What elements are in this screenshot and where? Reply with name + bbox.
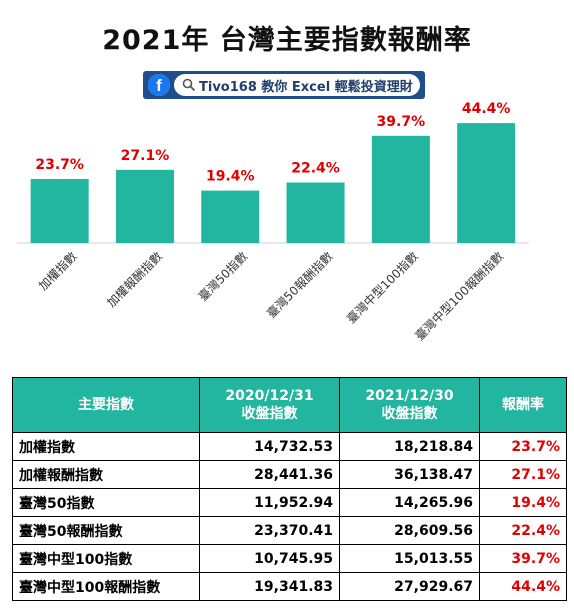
cell-return: 39.7%	[479, 544, 567, 573]
cell-return: 22.4%	[479, 516, 567, 545]
cell-index-name: 加權指數	[12, 432, 200, 461]
facebook-icon[interactable]: f	[148, 74, 170, 96]
cell-close-2021: 27,929.67	[339, 572, 480, 601]
x-tick-label: 加權指數	[35, 249, 80, 294]
table-row: 臺灣中型100指數 10,745.95 15,013.55 39.7%	[12, 544, 567, 573]
cell-return: 44.4%	[479, 572, 567, 601]
bar	[286, 182, 345, 243]
data-label: 39.7%	[377, 114, 426, 130]
cell-index-name: 臺灣中型100指數	[12, 544, 200, 573]
cell-return: 19.4%	[479, 488, 567, 517]
col-header-close-2021: 2021/12/30 收盤指數	[339, 377, 480, 433]
x-tick-label: 臺灣50指數	[195, 249, 250, 304]
cell-index-name: 加權報酬指數	[12, 460, 200, 489]
cell-close-2021: 18,218.84	[339, 432, 480, 461]
cell-return: 27.1%	[479, 460, 567, 489]
cell-close-2020: 23,370.41	[199, 516, 340, 545]
cell-close-2021: 15,013.55	[339, 544, 480, 573]
banner-text: Tivo168 教你 Excel 輕鬆投資理財	[199, 80, 413, 95]
bar-chart: 23.7% 加權指數 27.1% 加權報酬指數 19.4% 臺灣50指數 22.4% 臺灣50…	[17, 101, 529, 344]
x-tick-label: 臺灣中型100指數	[343, 249, 421, 327]
bar	[457, 123, 516, 243]
bar	[371, 135, 430, 243]
col-header-close-2020: 2020/12/31 收盤指數	[199, 377, 340, 433]
data-label: 22.4%	[291, 161, 340, 177]
table-row: 臺灣中型100報酬指數 19,341.83 27,929.67 44.4%	[12, 572, 567, 601]
data-label: 19.4%	[206, 169, 255, 185]
bar	[115, 169, 174, 243]
index-return-table: 主要指數 2020/12/31 收盤指數 2021/12/30 收盤指數 報酬率 加…	[12, 377, 567, 601]
table-row: 臺灣50指數 11,952.94 14,265.96 19.4%	[12, 488, 567, 517]
page-title: 2021年 台灣主要指數報酬率	[102, 25, 472, 56]
bar	[201, 190, 260, 243]
cell-close-2021: 28,609.56	[339, 516, 480, 545]
cell-index-name: 臺灣中型100報酬指數	[12, 572, 200, 601]
table-row: 加權報酬指數 28,441.36 36,138.47 27.1%	[12, 460, 567, 489]
x-tick-label: 臺灣50報酬指數	[263, 249, 335, 321]
cell-return: 23.7%	[479, 432, 567, 461]
cell-close-2020: 10,745.95	[199, 544, 340, 573]
cell-close-2020: 11,952.94	[199, 488, 340, 517]
cell-close-2020: 28,441.36	[199, 460, 340, 489]
cell-close-2020: 19,341.83	[199, 572, 340, 601]
col-header-return: 報酬率	[479, 377, 567, 433]
data-label: 44.4%	[462, 101, 511, 117]
table-row: 臺灣50報酬指數 23,370.41 28,609.56 22.4%	[12, 516, 567, 545]
cell-close-2020: 14,732.53	[199, 432, 340, 461]
cell-index-name: 臺灣50指數	[12, 488, 200, 517]
col-header-index: 主要指數	[12, 377, 200, 433]
cell-close-2021: 36,138.47	[339, 460, 480, 489]
cell-close-2021: 14,265.96	[339, 488, 480, 517]
bar	[30, 179, 89, 243]
table-header-row: 主要指數 2020/12/31 收盤指數 2021/12/30 收盤指數 報酬率	[12, 377, 567, 433]
search-pill[interactable]: Tivo168 教你 Excel 輕鬆投資理財	[174, 74, 420, 96]
data-label: 23.7%	[35, 157, 84, 173]
x-tick-label: 加權報酬指數	[104, 249, 166, 311]
data-label: 27.1%	[121, 148, 170, 164]
cell-index-name: 臺灣50報酬指數	[12, 516, 200, 545]
table-row: 加權指數 14,732.53 18,218.84 23.7%	[12, 432, 567, 461]
promo-banner[interactable]: f Tivo168 教你 Excel 輕鬆投資理財	[143, 71, 425, 99]
x-tick-label: 臺灣中型100報酬指數	[412, 249, 507, 344]
search-icon	[182, 78, 196, 92]
